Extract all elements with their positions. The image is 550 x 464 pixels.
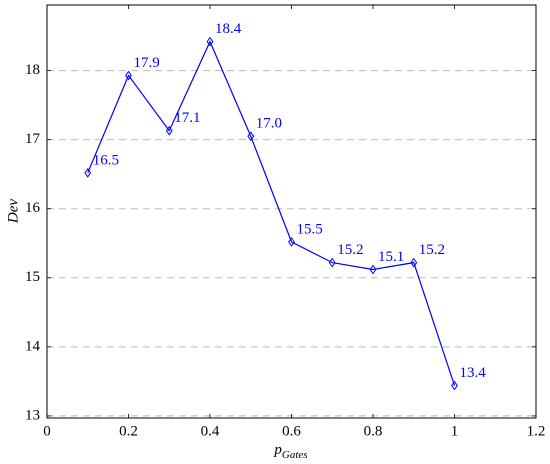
data-point <box>125 70 132 81</box>
x-tick-label: 0.6 <box>282 423 301 439</box>
y-axis-label: Dev <box>5 199 21 224</box>
x-axis-label-sub: Gates <box>282 449 308 461</box>
data-label: 16.5 <box>93 152 119 168</box>
data-label: 17.1 <box>174 110 200 126</box>
data-point <box>165 125 173 136</box>
x-axis-label: pGates <box>273 442 307 460</box>
data-label: 17.0 <box>256 116 282 132</box>
x-tick-label: 1 <box>451 423 459 439</box>
data-point <box>451 380 458 391</box>
x-tick-label: 0.2 <box>119 423 138 439</box>
data-point <box>206 36 214 47</box>
y-tick-label: 17 <box>25 131 41 147</box>
data-point <box>328 257 336 268</box>
x-tick-label: 0.8 <box>364 423 383 439</box>
y-tick-label: 16 <box>25 200 41 216</box>
data-point <box>410 257 418 268</box>
data-label: 18.4 <box>215 21 242 37</box>
x-tick-label: 0.4 <box>201 423 220 439</box>
data-point <box>288 237 295 247</box>
x-tick-label: 0 <box>43 423 51 439</box>
data-label: 15.5 <box>297 221 323 237</box>
y-tick-label: 18 <box>25 62 40 78</box>
data-label: 17.9 <box>134 55 160 71</box>
y-tick-label: 13 <box>25 407 40 423</box>
y-tick-label: 14 <box>25 338 41 354</box>
data-line <box>87 40 456 386</box>
data-label: 15.1 <box>378 249 404 265</box>
data-label: 15.2 <box>419 242 445 258</box>
x-axis-label-main: p <box>273 442 282 458</box>
data-label: 13.4 <box>460 365 487 381</box>
data-point <box>369 264 377 275</box>
x-tick-label: 1.2 <box>527 423 546 439</box>
data-label: 15.2 <box>337 242 363 258</box>
plot-frame <box>46 4 537 419</box>
data-point <box>247 131 255 142</box>
data-point <box>84 167 92 178</box>
y-tick-label: 15 <box>25 269 40 285</box>
